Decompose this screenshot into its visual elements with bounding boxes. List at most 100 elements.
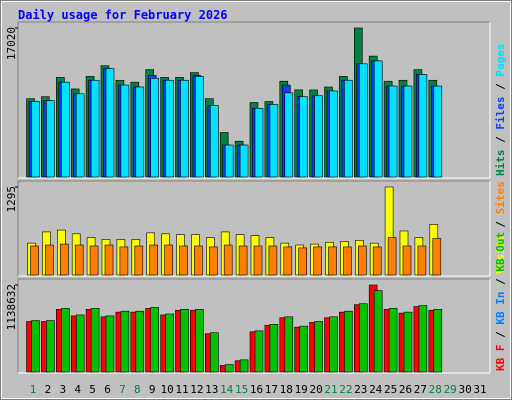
bar	[74, 244, 84, 276]
bar	[329, 90, 338, 178]
bar	[90, 79, 100, 178]
y-max-label: 17020	[5, 27, 18, 60]
bar	[284, 316, 294, 373]
bar	[194, 245, 203, 276]
legend-separator: /	[494, 325, 507, 345]
x-tick-label: 6	[104, 383, 111, 396]
bar	[403, 85, 413, 178]
x-tick-label: 17	[265, 383, 278, 396]
bar	[299, 325, 309, 373]
legend: Hits / Files / Pages	[494, 44, 507, 177]
x-tick-label: 1	[30, 383, 37, 396]
legend-entry: Pages	[494, 44, 507, 77]
bar	[135, 86, 145, 178]
bar	[403, 311, 413, 373]
bar	[329, 316, 338, 373]
bar	[165, 79, 174, 178]
x-tick-label: 28	[429, 383, 442, 396]
bar	[195, 76, 204, 178]
bar	[165, 313, 174, 373]
legend-entry: KB In	[494, 292, 507, 325]
bar	[179, 245, 188, 276]
bar	[388, 85, 398, 178]
legend: Visits / Sites	[494, 181, 507, 274]
bar	[149, 244, 158, 276]
x-tick-label: 13	[205, 383, 218, 396]
x-tick-label: 10	[160, 383, 173, 396]
x-tick-label: 24	[369, 383, 383, 396]
bar	[417, 245, 427, 276]
bar	[90, 308, 100, 373]
x-tick-label: 25	[384, 383, 397, 396]
bar	[105, 315, 115, 373]
x-tick-label: 9	[149, 383, 156, 396]
x-tick-label: 16	[250, 383, 263, 396]
bar	[402, 245, 412, 276]
x-tick-label: 7	[119, 383, 126, 396]
legend-separator: /	[494, 77, 507, 97]
legend-entry: Files	[494, 97, 507, 130]
x-tick-label: 14	[220, 383, 234, 396]
bar	[31, 101, 40, 178]
bar	[239, 144, 249, 178]
chart-title: Daily usage for February 2026	[18, 8, 228, 22]
x-tick-label: 8	[134, 383, 141, 396]
bar	[120, 310, 130, 373]
bar	[46, 100, 55, 178]
bar	[104, 244, 114, 276]
x-tick-label: 22	[339, 383, 352, 396]
bar	[239, 359, 249, 373]
bar	[253, 245, 263, 276]
x-tick-label: 4	[74, 383, 81, 396]
bar	[344, 310, 353, 373]
bar	[433, 85, 443, 178]
bar	[105, 68, 115, 178]
bar	[46, 320, 55, 373]
bar	[164, 244, 173, 276]
legend-entry: Sites	[494, 181, 507, 214]
bar	[45, 244, 54, 276]
bar	[313, 246, 322, 276]
bar	[195, 309, 204, 373]
bar	[433, 309, 443, 373]
bar	[344, 79, 353, 178]
bar	[180, 309, 189, 373]
bar	[373, 290, 383, 373]
legend: KB F / KB In / KB Out	[494, 232, 507, 371]
bar	[343, 246, 352, 276]
bar	[299, 96, 309, 178]
x-tick-label: 23	[354, 383, 367, 396]
bar	[269, 104, 279, 178]
bar	[269, 323, 279, 373]
bar	[418, 74, 428, 178]
x-tick-label: 21	[324, 383, 337, 396]
x-tick-label: 19	[295, 383, 308, 396]
bar	[254, 107, 264, 178]
bar	[135, 310, 145, 373]
bar	[238, 245, 248, 276]
legend-separator: /	[494, 272, 507, 292]
x-tick-label: 27	[414, 383, 427, 396]
bar	[150, 307, 159, 373]
bar	[284, 92, 294, 178]
bar	[224, 144, 234, 178]
bar	[314, 95, 323, 178]
bar	[254, 330, 264, 373]
bar	[120, 84, 130, 178]
bar	[31, 320, 40, 373]
bar	[60, 308, 70, 373]
bar	[268, 245, 278, 276]
bar	[432, 238, 442, 276]
bar	[75, 314, 85, 373]
bar	[119, 246, 129, 276]
bar	[387, 237, 397, 276]
bar	[223, 244, 233, 276]
bar	[298, 247, 308, 276]
bar	[210, 332, 219, 373]
bar	[89, 245, 99, 276]
y-max-label: 1138632	[5, 284, 18, 330]
bar	[418, 305, 428, 373]
x-tick-label: 11	[175, 383, 188, 396]
